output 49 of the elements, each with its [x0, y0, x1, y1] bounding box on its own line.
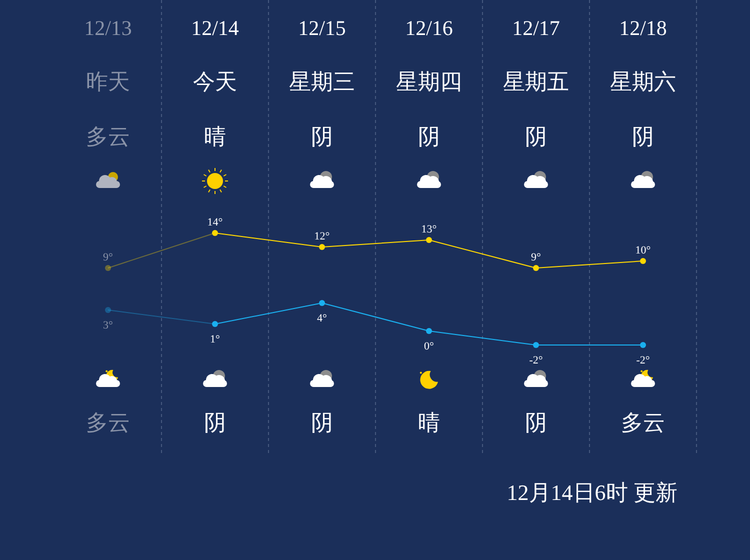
text: 晴: [204, 124, 226, 150]
text: 阴: [525, 410, 547, 436]
data-label: -2°: [636, 354, 650, 367]
text: 多云: [86, 124, 130, 150]
text: 阴: [311, 124, 333, 150]
point: [319, 300, 325, 306]
data-label: 9°: [531, 252, 541, 264]
point: [533, 265, 539, 271]
text: 阴: [204, 410, 226, 436]
text: 星期五: [503, 69, 569, 94]
data-label: 10°: [635, 244, 651, 257]
data-label: 14°: [207, 216, 223, 229]
data-label: 1°: [210, 334, 220, 346]
point: [105, 307, 111, 313]
point: [212, 230, 218, 236]
data-label: 9°: [103, 252, 113, 264]
point: [640, 258, 646, 264]
point: [212, 321, 218, 327]
point: [533, 342, 539, 348]
x-tick-label: 12/17: [512, 16, 560, 40]
x-tick-label: 12/14: [191, 16, 240, 40]
text: 星期三: [289, 69, 355, 94]
text: 多云: [86, 410, 130, 436]
data-label: 12°: [314, 230, 330, 243]
text: 晴: [418, 410, 440, 436]
data-label: 4°: [317, 312, 327, 325]
data-label: 13°: [421, 224, 437, 236]
text: 昨天: [86, 69, 130, 94]
data-label: 0°: [424, 340, 434, 353]
text: 阴: [418, 124, 440, 150]
text: 多云: [621, 410, 665, 436]
text: 阴: [632, 124, 654, 150]
point: [640, 342, 646, 348]
x-tick-label: 12/18: [619, 16, 667, 40]
data-label: -2°: [529, 354, 543, 367]
text: 阴: [311, 410, 333, 436]
point: [319, 244, 325, 250]
text: 今天: [193, 69, 237, 94]
point: [426, 328, 432, 334]
data-label: 3°: [103, 320, 113, 332]
text: 星期六: [610, 69, 676, 94]
x-tick-label: 12/13: [84, 16, 132, 40]
text: 12月14日6时 更新: [506, 480, 678, 506]
text: 星期四: [396, 69, 462, 94]
x-tick-label: 12/15: [298, 16, 346, 40]
point: [426, 237, 432, 243]
text: 阴: [525, 124, 547, 150]
point: [105, 265, 111, 271]
x-tick-label: 12/16: [405, 16, 453, 40]
